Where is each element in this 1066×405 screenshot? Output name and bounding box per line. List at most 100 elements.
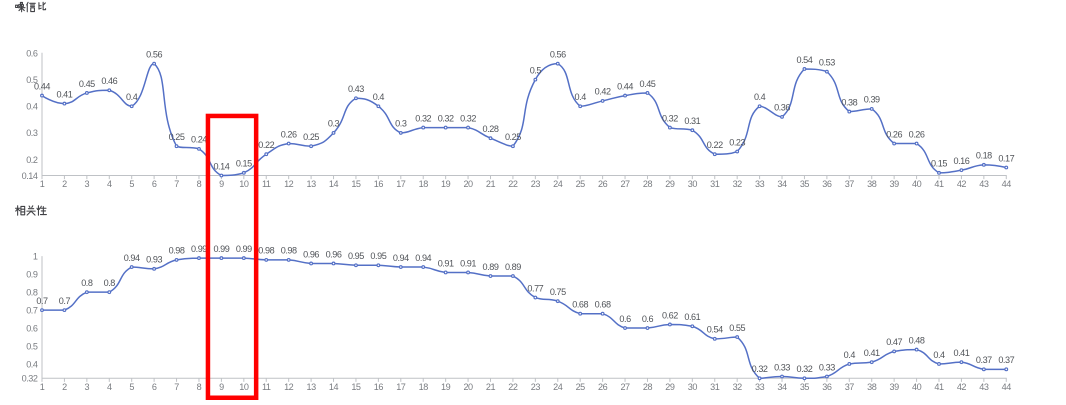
svg-text:0.6: 0.6: [26, 323, 38, 333]
svg-text:43: 43: [979, 179, 989, 189]
svg-text:0.25: 0.25: [303, 132, 319, 142]
svg-text:0.6: 0.6: [26, 48, 38, 58]
svg-text:0.14: 0.14: [22, 171, 38, 181]
svg-text:0.37: 0.37: [976, 355, 992, 365]
svg-text:0.55: 0.55: [729, 323, 745, 333]
svg-text:0.99: 0.99: [236, 244, 252, 254]
svg-text:0.4: 0.4: [26, 359, 38, 369]
svg-text:18: 18: [419, 179, 429, 189]
svg-text:28: 28: [643, 179, 653, 189]
svg-text:0.17: 0.17: [998, 153, 1014, 163]
svg-text:0.6: 0.6: [642, 314, 654, 324]
svg-text:0.5: 0.5: [530, 65, 542, 75]
svg-text:28: 28: [643, 382, 653, 392]
svg-text:15: 15: [351, 179, 361, 189]
svg-text:6: 6: [152, 179, 157, 189]
svg-text:0.62: 0.62: [662, 310, 678, 320]
svg-text:4: 4: [107, 179, 112, 189]
svg-text:0.56: 0.56: [146, 49, 162, 59]
svg-text:0.32: 0.32: [752, 364, 768, 374]
svg-text:42: 42: [957, 382, 967, 392]
svg-text:38: 38: [867, 382, 877, 392]
svg-text:14: 14: [329, 179, 339, 189]
svg-text:35: 35: [800, 382, 810, 392]
svg-text:0.5: 0.5: [26, 341, 38, 351]
svg-text:17: 17: [396, 179, 406, 189]
svg-text:11: 11: [262, 179, 271, 189]
svg-text:0.4: 0.4: [373, 92, 385, 102]
svg-text:0.4: 0.4: [126, 92, 138, 102]
svg-text:0.3: 0.3: [26, 128, 38, 138]
svg-text:0.41: 0.41: [953, 348, 969, 358]
svg-text:38: 38: [867, 179, 877, 189]
svg-text:0.32: 0.32: [415, 113, 431, 123]
svg-text:21: 21: [486, 382, 496, 392]
svg-text:0.56: 0.56: [550, 49, 566, 59]
svg-text:20: 20: [463, 179, 473, 189]
svg-text:35: 35: [800, 179, 810, 189]
svg-text:0.99: 0.99: [191, 244, 207, 254]
svg-text:0.3: 0.3: [395, 119, 407, 129]
svg-text:39: 39: [890, 382, 900, 392]
svg-text:0.48: 0.48: [909, 335, 925, 345]
svg-text:34: 34: [777, 382, 787, 392]
svg-text:8: 8: [197, 179, 202, 189]
svg-text:0.96: 0.96: [303, 249, 319, 259]
svg-text:0.9: 0.9: [26, 270, 38, 280]
svg-text:33: 33: [755, 382, 765, 392]
svg-text:12: 12: [284, 382, 294, 392]
svg-text:3: 3: [85, 179, 90, 189]
svg-text:27: 27: [620, 382, 630, 392]
svg-text:26: 26: [598, 382, 608, 392]
svg-text:0.42: 0.42: [595, 87, 611, 97]
svg-text:0.98: 0.98: [169, 246, 185, 256]
svg-text:0.99: 0.99: [213, 244, 229, 254]
svg-text:0.4: 0.4: [575, 92, 587, 102]
svg-text:0.32: 0.32: [438, 113, 454, 123]
svg-text:0.98: 0.98: [258, 246, 274, 256]
svg-text:21: 21: [486, 179, 496, 189]
svg-text:0.89: 0.89: [483, 262, 499, 272]
svg-text:1: 1: [33, 252, 38, 262]
svg-text:2: 2: [62, 382, 67, 392]
svg-text:0.96: 0.96: [326, 249, 342, 259]
svg-text:14: 14: [329, 382, 339, 392]
svg-text:0.38: 0.38: [841, 97, 857, 107]
svg-text:0.32: 0.32: [22, 374, 38, 384]
svg-text:10: 10: [239, 179, 249, 189]
svg-text:40: 40: [912, 179, 922, 189]
svg-text:0.4: 0.4: [754, 92, 766, 102]
svg-text:0.43: 0.43: [348, 84, 364, 94]
svg-text:18: 18: [419, 382, 429, 392]
svg-text:0.54: 0.54: [796, 55, 812, 65]
svg-text:6: 6: [152, 382, 157, 392]
svg-text:5: 5: [129, 179, 134, 189]
svg-text:0.94: 0.94: [124, 253, 140, 263]
svg-text:16: 16: [374, 382, 384, 392]
svg-text:26: 26: [598, 179, 608, 189]
svg-text:39: 39: [890, 179, 900, 189]
svg-text:44: 44: [1002, 179, 1012, 189]
svg-text:0.98: 0.98: [281, 246, 297, 256]
svg-text:20: 20: [463, 382, 473, 392]
svg-text:33: 33: [755, 179, 765, 189]
svg-text:34: 34: [777, 179, 787, 189]
svg-text:0.25: 0.25: [505, 132, 521, 142]
svg-text:31: 31: [710, 382, 720, 392]
svg-text:0.4: 0.4: [933, 350, 945, 360]
svg-text:0.91: 0.91: [438, 258, 454, 268]
svg-text:36: 36: [822, 382, 832, 392]
svg-text:0.94: 0.94: [415, 253, 431, 263]
svg-text:7: 7: [174, 179, 179, 189]
svg-text:0.32: 0.32: [662, 113, 678, 123]
svg-text:0.91: 0.91: [460, 258, 476, 268]
svg-text:19: 19: [441, 382, 451, 392]
svg-text:0.8: 0.8: [104, 278, 116, 288]
svg-text:0.26: 0.26: [281, 129, 297, 139]
svg-text:30: 30: [688, 179, 698, 189]
svg-text:36: 36: [822, 179, 832, 189]
svg-text:0.41: 0.41: [864, 348, 880, 358]
svg-text:32: 32: [733, 179, 743, 189]
svg-text:0.16: 0.16: [953, 156, 969, 166]
svg-text:4: 4: [107, 382, 112, 392]
